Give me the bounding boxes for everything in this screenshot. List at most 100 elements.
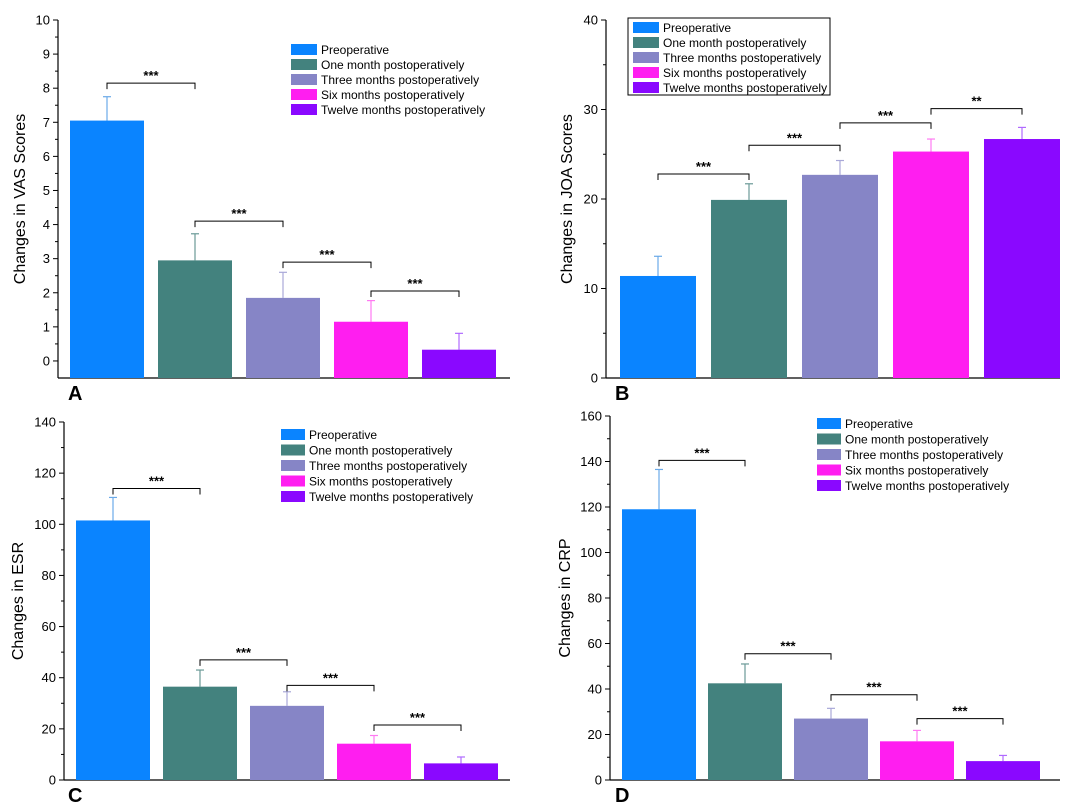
bar-2 <box>708 683 782 780</box>
y-tick-label: 140 <box>34 415 56 430</box>
y-tick-label: 40 <box>588 682 602 697</box>
significance-bracket <box>106 82 196 90</box>
significance-bracket <box>744 653 832 660</box>
legend-swatch <box>291 89 317 100</box>
significance-label: *** <box>407 276 423 291</box>
legend-swatch <box>817 433 841 445</box>
legend-entry: Three months postoperatively <box>321 73 479 87</box>
significance-label: *** <box>780 639 796 654</box>
y-tick-label: 0 <box>43 353 50 368</box>
legend-swatch <box>291 74 317 85</box>
legend-entry: Preoperative <box>321 43 389 57</box>
significance-bracket <box>916 718 1004 725</box>
bar-4 <box>880 741 954 780</box>
y-tick-label: 120 <box>580 500 602 515</box>
y-axis-label: Changes in VAS Scores <box>12 114 29 284</box>
panel-letter: D <box>615 785 629 804</box>
bar-3 <box>794 718 868 780</box>
significance-bracket <box>930 108 1023 115</box>
legend-entry: Twelve months postoperatively <box>845 479 1009 493</box>
legend-entry: Twelve months postoperatively <box>321 103 485 117</box>
legend-entry: Six months postoperatively <box>663 66 806 80</box>
legend-swatch <box>633 52 659 63</box>
legend-entry: Preoperative <box>309 428 377 442</box>
panel-letter: B <box>615 383 629 405</box>
significance-label: ** <box>971 94 982 109</box>
legend-entry: One month postoperatively <box>663 36 806 50</box>
legend-swatch <box>291 44 317 55</box>
y-tick-label: 20 <box>42 721 56 736</box>
legend-swatch <box>281 491 305 502</box>
bar-2 <box>158 260 232 378</box>
legend-swatch <box>817 480 841 491</box>
significance-bracket <box>657 173 750 180</box>
legend-swatch <box>281 475 305 487</box>
significance-label: *** <box>323 670 339 685</box>
legend-swatch <box>633 22 659 33</box>
y-tick-label: 3 <box>43 251 50 266</box>
y-tick-label: 120 <box>34 466 56 481</box>
panel-d: 0 20 40 60 80 100 120 140 160 Changes in CRP D *** *… <box>557 409 1060 804</box>
legend-box <box>627 17 831 96</box>
y-axis-label: Changes in CRP <box>557 538 574 657</box>
significance-label: *** <box>866 680 882 695</box>
significance-label: *** <box>231 206 247 221</box>
significance-bracket <box>748 144 841 152</box>
bar-5 <box>966 761 1040 780</box>
significance-label: *** <box>696 159 712 174</box>
significance-label: *** <box>694 445 710 460</box>
legend-swatch <box>817 418 841 429</box>
bar-5 <box>424 763 498 780</box>
bar-1 <box>620 275 696 378</box>
y-tick-label: 60 <box>42 619 56 634</box>
legend-swatch <box>291 104 317 115</box>
y-tick-label: 100 <box>580 545 602 560</box>
y-tick-label: 60 <box>588 636 602 651</box>
legend-entry: Twelve months postoperatively <box>663 81 827 95</box>
y-tick-label: 6 <box>43 149 50 164</box>
panel-letter: A <box>68 383 82 405</box>
y-tick-label: 140 <box>580 454 602 469</box>
y-tick-label: 30 <box>584 102 598 117</box>
significance-bracket <box>830 694 918 701</box>
y-tick-label: 40 <box>42 670 56 685</box>
legend-entry: Six months postoperatively <box>321 88 464 102</box>
bar-3 <box>802 174 878 378</box>
legend-swatch <box>633 82 659 93</box>
y-tick-label: 0 <box>595 773 602 788</box>
significance-label: *** <box>878 108 894 123</box>
legend-swatch <box>291 59 317 70</box>
y-tick-label: 160 <box>580 409 602 424</box>
legend-entry: One month postoperatively <box>845 433 988 447</box>
y-tick-label: 2 <box>43 285 50 300</box>
legend-entry: One month postoperatively <box>321 58 464 72</box>
y-tick-label: 7 <box>43 115 50 130</box>
panel-c: 0 20 40 60 80 100 120 140 Changes in ESR C *** *** *… <box>10 415 510 804</box>
bar-1 <box>70 120 144 378</box>
significance-label: *** <box>787 130 803 145</box>
significance-label: *** <box>410 710 426 725</box>
legend-entry: One month postoperatively <box>309 444 452 458</box>
legend-swatch <box>281 429 305 440</box>
y-tick-label: 1 <box>43 319 50 334</box>
y-axis-label: Changes in ESR <box>10 542 27 660</box>
panel-a: 0 1 2 3 4 5 6 7 8 9 10 Changes in VAS Scores A *** ***… <box>12 13 510 405</box>
y-tick-label: 100 <box>34 517 56 532</box>
legend-entry: Twelve months postoperatively <box>309 490 473 504</box>
significance-bracket <box>370 290 460 298</box>
legend-entry: Preoperative <box>663 21 731 35</box>
legend-swatch <box>281 444 305 456</box>
significance-label: *** <box>149 473 165 488</box>
y-tick-label: 80 <box>588 591 602 606</box>
y-tick-label: 0 <box>591 371 598 386</box>
legend-entry: Three months postoperatively <box>663 51 821 65</box>
bar-4 <box>334 321 408 378</box>
legend-swatch <box>633 67 659 78</box>
y-tick-label: 5 <box>43 183 50 198</box>
legend-entry: Preoperative <box>845 417 913 431</box>
bar-5 <box>984 139 1060 378</box>
significance-label: *** <box>952 704 968 719</box>
